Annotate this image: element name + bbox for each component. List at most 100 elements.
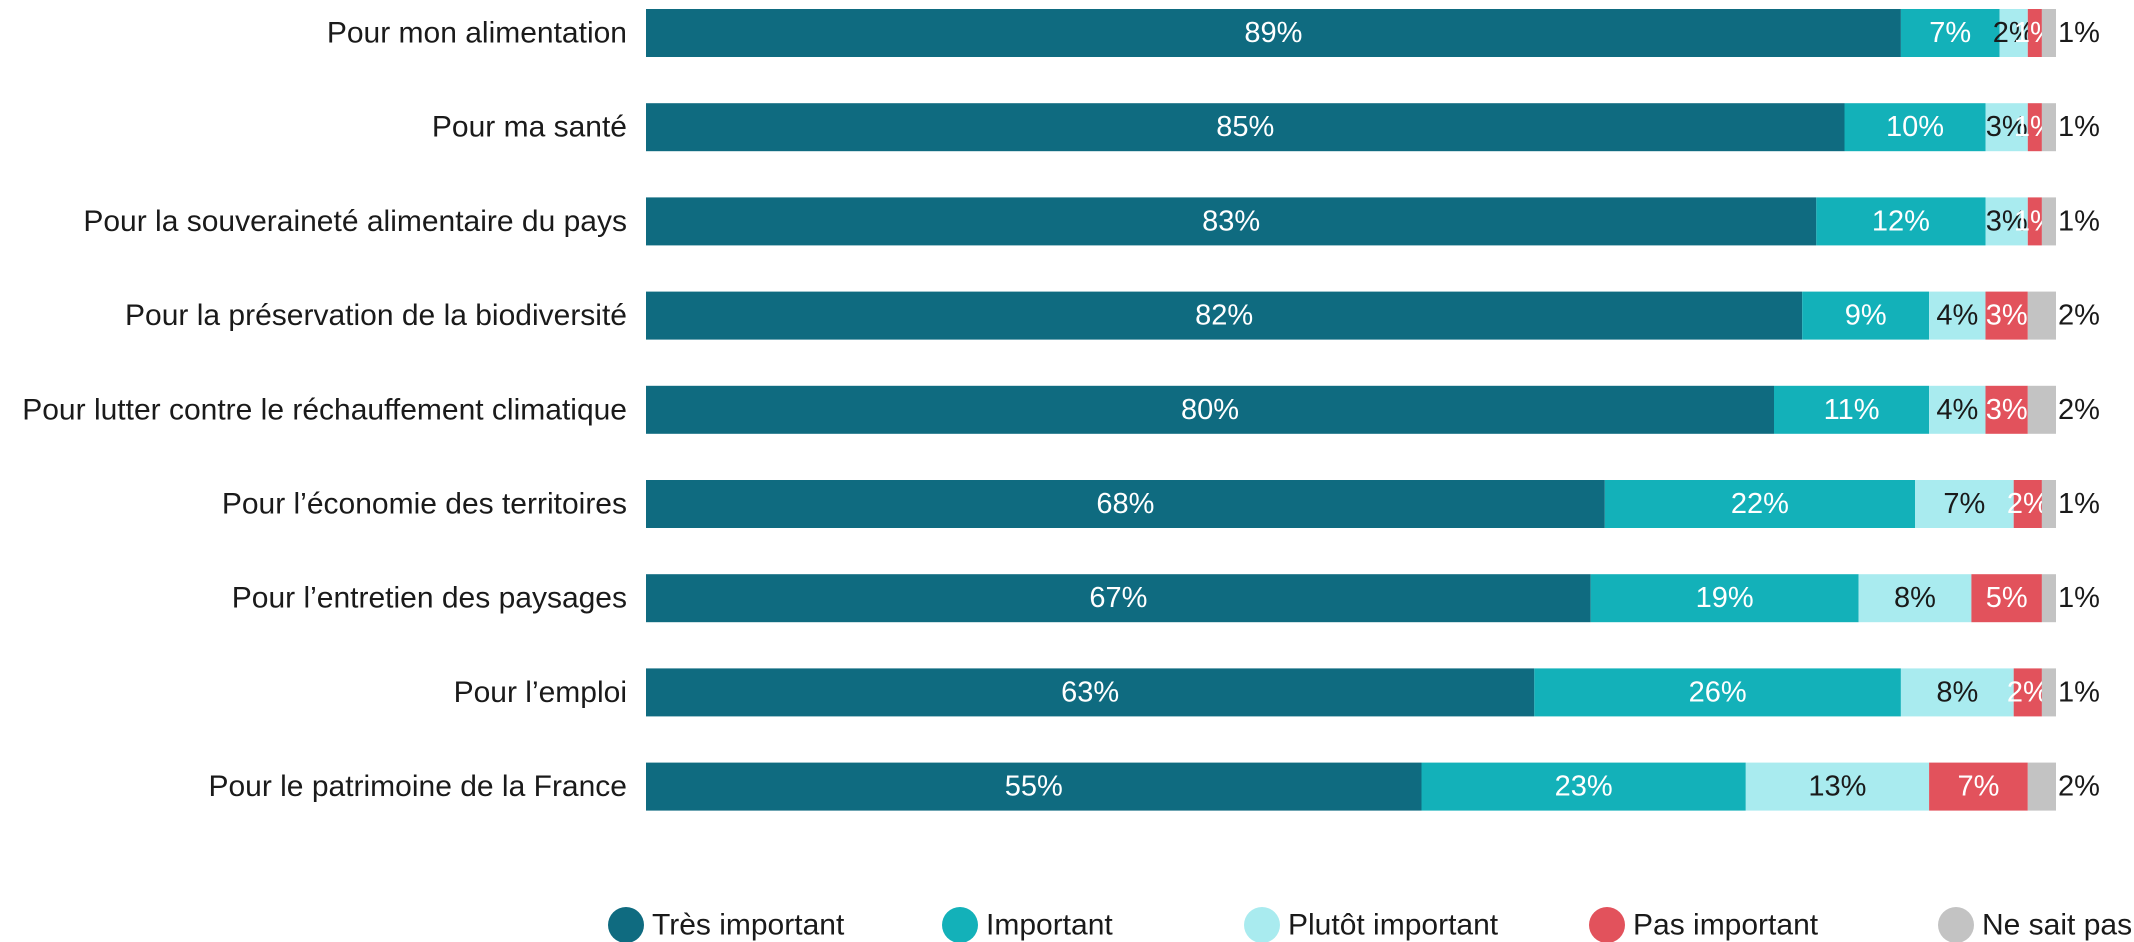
- bar-segment: [2027, 197, 2042, 246]
- legend-label: Ne sait pas: [1982, 909, 2132, 942]
- bar-segment: [1985, 385, 2028, 434]
- category-label: Pour la préservation de la biodiversité: [125, 299, 627, 332]
- data-label: 4%: [1936, 300, 1978, 332]
- legend-label: Plutôt important: [1288, 909, 1499, 942]
- bar-segment: [2027, 291, 2056, 340]
- data-label: 85%: [1216, 111, 1274, 143]
- bar-segment: [1774, 385, 1930, 434]
- data-label: 3%: [1986, 394, 2028, 426]
- legend-marker: [1589, 907, 1625, 942]
- bar-segment: [646, 480, 1605, 528]
- bar-segment: [2027, 762, 2056, 811]
- bar-segment: [646, 385, 1774, 434]
- data-label: 7%: [1957, 771, 1999, 803]
- bar-segment: [646, 9, 1901, 57]
- bar-segment: [1421, 762, 1746, 811]
- data-label: 19%: [1696, 582, 1754, 614]
- data-label: 80%: [1181, 394, 1239, 426]
- bar-segment: [1590, 574, 1859, 623]
- data-label: 10%: [1886, 111, 1944, 143]
- data-label: 12%: [1872, 205, 1930, 237]
- data-label: 2%: [2058, 300, 2100, 332]
- bar-segment: [1816, 197, 1986, 246]
- category-label: Pour mon alimentation: [327, 17, 627, 50]
- bar-segment: [1534, 668, 1901, 717]
- bar-segment: [646, 197, 1817, 246]
- bar-segment: [1915, 480, 2014, 528]
- bar-segment: [1604, 480, 1915, 528]
- legend-marker: [1938, 907, 1974, 942]
- data-label: 3%: [1986, 111, 2028, 143]
- category-label: Pour ma santé: [432, 111, 627, 144]
- data-label: 67%: [1089, 582, 1147, 614]
- data-label: 13%: [1808, 771, 1866, 803]
- legend-label: Pas important: [1633, 909, 1819, 942]
- bar-segment: [2027, 9, 2042, 57]
- data-label: 83%: [1202, 205, 1260, 237]
- data-label: 23%: [1555, 771, 1613, 803]
- bar-segment: [1985, 103, 2028, 152]
- bar-segment: [1802, 291, 1930, 340]
- bar-segment: [1985, 291, 2028, 340]
- data-label: 89%: [1244, 17, 1302, 49]
- data-label: 3%: [1986, 205, 2028, 237]
- category-label: Pour l’économie des territoires: [222, 488, 627, 521]
- data-label: 8%: [1936, 676, 1978, 708]
- bar-segment: [1858, 574, 1972, 623]
- bar-segment: [2041, 480, 2056, 528]
- data-label: 1%: [2058, 111, 2100, 143]
- data-label: 55%: [1005, 771, 1063, 803]
- legend-marker: [608, 907, 644, 942]
- category-label: Pour lutter contre le réchauffement clim…: [22, 393, 627, 426]
- category-label: Pour l’entretien des paysages: [232, 582, 627, 615]
- bar-segment: [1929, 385, 1986, 434]
- bar-segment: [1985, 197, 2028, 246]
- bar-segment: [1929, 291, 1986, 340]
- bar-segment: [2013, 480, 2042, 528]
- bar-segment: [646, 291, 1803, 340]
- data-label: 2%: [1993, 17, 2035, 49]
- bar-segment: [1745, 762, 1930, 811]
- data-label: 5%: [1986, 582, 2028, 614]
- data-label: 9%: [1845, 300, 1887, 332]
- data-label: 2%: [2058, 394, 2100, 426]
- category-label: Pour le patrimoine de la France: [208, 770, 627, 803]
- data-label: 2%: [2058, 771, 2100, 803]
- bar-segment: [646, 574, 1591, 623]
- data-label: 1%: [2058, 676, 2100, 708]
- legend-label: Important: [986, 909, 1113, 942]
- bar-segment: [2041, 103, 2056, 152]
- category-label: Pour l’emploi: [454, 676, 627, 709]
- legend-marker: [1244, 907, 1280, 942]
- legend-label: Très important: [652, 909, 845, 942]
- bar-segment: [1900, 9, 2000, 57]
- data-label: 4%: [1936, 394, 1978, 426]
- bar-segment: [2041, 197, 2056, 246]
- data-label: 22%: [1731, 488, 1789, 520]
- data-label: 11%: [1824, 394, 1880, 426]
- data-label: 8%: [1894, 582, 1936, 614]
- bar-segment: [646, 103, 1845, 152]
- bar-segment: [646, 762, 1422, 811]
- bar-segment: [646, 668, 1535, 717]
- bar-segment: [2013, 668, 2042, 717]
- legend-marker: [942, 907, 978, 942]
- data-label: 1%: [2058, 205, 2100, 237]
- bar-segment: [2027, 103, 2042, 152]
- category-label: Pour la souveraineté alimentaire du pays: [83, 205, 627, 238]
- data-label: 1%: [2058, 488, 2100, 520]
- data-label: 68%: [1096, 488, 1154, 520]
- bar-segment: [1929, 762, 2028, 811]
- data-label: 2%: [2007, 676, 2049, 708]
- bar-segment: [2041, 9, 2056, 57]
- bar-segment: [2041, 574, 2056, 623]
- bar-segment: [1971, 574, 2042, 623]
- bar-segment: [1999, 9, 2028, 57]
- bar-segment: [1900, 668, 2014, 717]
- data-label: 82%: [1195, 300, 1253, 332]
- data-label: 1%: [2058, 582, 2100, 614]
- data-label: 2%: [2007, 488, 2049, 520]
- bar-segment: [1844, 103, 1986, 152]
- data-label: 26%: [1689, 676, 1747, 708]
